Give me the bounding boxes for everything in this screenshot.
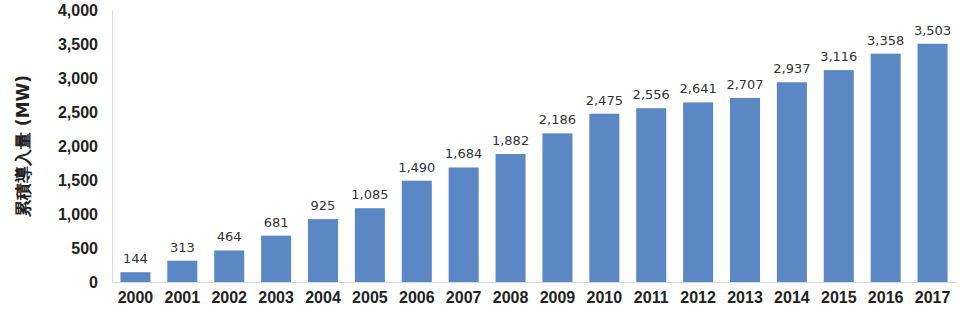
- bars: [120, 44, 947, 282]
- bar: [683, 102, 713, 282]
- x-tick: 2013: [727, 282, 763, 306]
- bar: [730, 98, 760, 282]
- x-axis-line: [113, 282, 957, 283]
- bar: [636, 108, 666, 282]
- data-label: 2,475: [586, 93, 623, 108]
- x-tick-label: 2014: [774, 289, 810, 306]
- x-tick: 2007: [446, 282, 482, 306]
- plot: 0 500 1,000 1,500 2,000 2,500 3,000 3,500 4,000 2…: [58, 2, 957, 307]
- bar: [355, 208, 385, 282]
- x-tick: 2011: [634, 282, 669, 306]
- x-tick: 2003: [258, 282, 294, 306]
- x-tick: 2017: [915, 282, 951, 306]
- data-label: 925: [311, 198, 336, 213]
- bar: [120, 272, 150, 282]
- data-label: 3,503: [914, 23, 951, 38]
- y-tick-label: 3,000: [58, 70, 98, 87]
- x-tick: 2008: [493, 282, 529, 306]
- bar: [918, 44, 948, 282]
- x-tick-label: 2008: [493, 289, 529, 306]
- y-tick-label: 1,000: [58, 206, 98, 223]
- x-tick-label: 2013: [727, 289, 763, 306]
- y-axis-title: 累積導入量 (MW): [13, 75, 33, 218]
- y-tick-label: 1,500: [58, 172, 98, 189]
- x-tick: 2005: [352, 282, 388, 306]
- x-tick-label: 2006: [399, 289, 435, 306]
- x-tick: 2016: [868, 282, 904, 306]
- bar: [496, 154, 526, 282]
- data-label: 144: [123, 251, 148, 266]
- bar: [402, 181, 432, 282]
- x-tick-label: 2005: [352, 289, 388, 306]
- bar: [261, 236, 291, 282]
- y-tick: 1,500: [58, 172, 112, 189]
- x-tick: 2010: [587, 282, 623, 306]
- x-tick: 2004: [305, 282, 341, 306]
- bar: [542, 133, 572, 282]
- y-tick-label: 2,000: [58, 138, 98, 155]
- data-label: 681: [264, 215, 289, 230]
- y-tick-label: 3,500: [58, 36, 98, 53]
- y-tick-label: 0: [89, 274, 98, 291]
- x-tick-label: 2004: [305, 289, 341, 306]
- bar: [308, 219, 338, 282]
- x-tick-label: 2011: [634, 289, 669, 306]
- data-label: 313: [170, 240, 195, 255]
- bar: [777, 82, 807, 282]
- x-tick-label: 2007: [446, 289, 482, 306]
- x-tick-label: 2003: [258, 289, 294, 306]
- y-tick: 2,500: [58, 104, 112, 121]
- x-tick-label: 2016: [868, 289, 904, 306]
- x-tick: 2002: [211, 282, 247, 306]
- x-tick-label: 2009: [540, 289, 576, 306]
- x-tick-label: 2000: [118, 289, 154, 306]
- data-label: 1,085: [351, 187, 388, 202]
- data-label: 2,937: [773, 61, 810, 76]
- data-labels: 144 313 464 681 925 1,085 1,490 1,684 1,882 2,186…: [123, 23, 951, 266]
- y-tick: 0: [89, 274, 112, 291]
- x-tick-label: 2017: [915, 289, 951, 306]
- x-tick: 2014: [774, 282, 810, 306]
- x-tick: 2015: [821, 282, 857, 306]
- x-tick: 2001: [165, 282, 201, 306]
- x-tick: 2009: [540, 282, 576, 306]
- y-tick-label: 500: [71, 240, 98, 257]
- y-tick: 4,000: [58, 2, 112, 19]
- y-tick: 3,000: [58, 70, 112, 87]
- data-label: 3,116: [820, 49, 857, 64]
- data-label: 464: [217, 229, 242, 244]
- y-tick: 500: [71, 240, 112, 257]
- data-label: 1,490: [398, 160, 435, 175]
- x-axis: 2000 2001 2002 2003 2004 2005 2006 2007 2008 2009…: [113, 282, 957, 306]
- y-axis-line: [112, 11, 113, 283]
- bar: [449, 167, 479, 282]
- data-label: 2,186: [539, 112, 576, 127]
- x-tick: 2006: [399, 282, 435, 306]
- x-tick-label: 2015: [821, 289, 857, 306]
- bar: [214, 250, 244, 282]
- x-tick: 2000: [118, 282, 154, 306]
- bar: [167, 261, 197, 282]
- bar: [824, 70, 854, 282]
- x-tick-label: 2002: [211, 289, 247, 306]
- bar: [871, 54, 901, 282]
- x-tick-label: 2012: [680, 289, 716, 306]
- data-label: 2,707: [726, 77, 763, 92]
- x-tick: 2012: [680, 282, 716, 306]
- data-label: 2,556: [633, 87, 670, 102]
- data-label: 3,358: [867, 33, 904, 48]
- x-tick-label: 2010: [587, 289, 623, 306]
- y-tick: 2,000: [58, 138, 112, 155]
- chart: 0 500 1,000 1,500 2,000 2,500 3,000 3,500 4,000 2…: [0, 0, 960, 323]
- y-tick: 1,000: [58, 206, 112, 223]
- y-axis: 0 500 1,000 1,500 2,000 2,500 3,000 3,500 4,000: [58, 2, 113, 291]
- x-tick-label: 2001: [165, 289, 201, 306]
- y-tick-label: 2,500: [58, 104, 98, 121]
- y-tick-label: 4,000: [58, 2, 98, 19]
- y-tick: 3,500: [58, 36, 112, 53]
- bar: [589, 114, 619, 282]
- data-label: 1,684: [445, 146, 482, 161]
- data-label: 1,882: [492, 133, 529, 148]
- data-label: 2,641: [680, 81, 717, 96]
